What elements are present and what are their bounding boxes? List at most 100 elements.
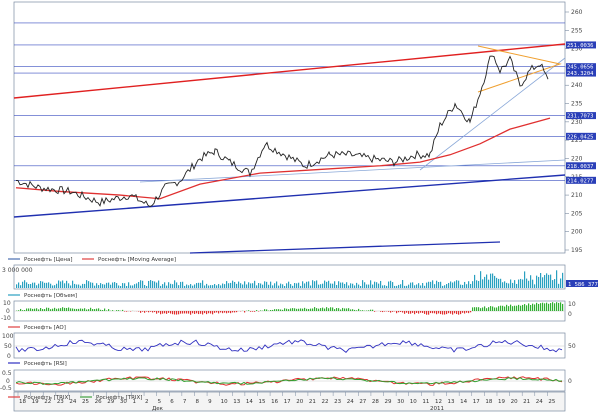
volume-bar (542, 277, 544, 288)
ao-bar (354, 309, 356, 311)
volume-bar (452, 282, 454, 288)
volume-bar (176, 282, 178, 288)
volume-bar (532, 279, 534, 288)
ao-bar (446, 311, 448, 315)
volume-bar (516, 283, 518, 288)
volume-bar (418, 283, 420, 288)
trix-axis-top: 0.5 (2, 370, 12, 377)
ao-bar (450, 311, 452, 314)
volume-bar (86, 280, 88, 288)
trix-line-green[interactable] (15, 377, 563, 385)
volume-bar (262, 284, 264, 288)
ao-bar (328, 308, 330, 311)
volume-bar (562, 272, 564, 288)
price-series[interactable] (15, 55, 549, 208)
ao-bar (402, 311, 404, 313)
ao-histogram (16, 302, 564, 315)
date-label: 14 (246, 399, 253, 405)
ao-bar (48, 307, 50, 311)
volume-bar (294, 283, 296, 288)
level-tag-box (566, 162, 596, 170)
ao-bar (254, 311, 256, 312)
moving-average-line[interactable] (15, 117, 551, 200)
volume-bar (284, 285, 286, 288)
volume-bar (422, 283, 424, 288)
volume-bar (382, 285, 384, 288)
ao-bar (374, 311, 376, 312)
volume-bar (340, 282, 342, 288)
volume-bar (22, 281, 24, 288)
ao-bar (414, 311, 416, 315)
volume-bar (412, 282, 414, 288)
volume-bar (94, 285, 96, 288)
ao-bar (86, 309, 88, 311)
volume-tag (566, 280, 598, 287)
ao-bar (52, 308, 54, 311)
ao-bar (494, 307, 496, 311)
ao-bar (60, 308, 62, 311)
volume-bar (154, 281, 156, 288)
rsi-line[interactable] (15, 339, 563, 353)
volume-bar (236, 283, 238, 288)
volume-bar (448, 282, 450, 288)
date-label: 22 (322, 399, 329, 405)
ao-bar (448, 311, 450, 314)
ao-bar (190, 311, 192, 315)
ao-axis-right-bottom: 0 (568, 311, 572, 318)
ao-bar (418, 311, 420, 314)
triangle-pattern[interactable] (477, 45, 562, 93)
volume-bar (520, 278, 522, 288)
ao-bar (28, 308, 30, 311)
trix-axis-bottom: -0.5 (0, 385, 12, 392)
ao-axis-right-top: 10 (568, 301, 576, 308)
level-tag-box (566, 132, 596, 140)
ao-bar (506, 304, 508, 311)
volume-bar (74, 283, 76, 288)
volume-bar (492, 273, 494, 288)
date-axis (13, 391, 566, 412)
lower-trendline[interactable] (13, 174, 566, 218)
ao-bar (168, 311, 170, 313)
upper-trendline[interactable] (13, 43, 566, 99)
date-label: 15 (258, 399, 265, 405)
ao-bar (400, 311, 402, 312)
ao-bar (288, 309, 290, 311)
volume-bar (444, 285, 446, 288)
ao-bar (244, 311, 246, 313)
ao-bar (184, 311, 186, 314)
volume-bar (254, 280, 256, 288)
ao-bar (36, 308, 38, 311)
ao-bar (330, 307, 332, 311)
price-panel[interactable] (13, 1, 566, 254)
volume-bar (144, 284, 146, 288)
bottom-trendline[interactable] (189, 241, 501, 254)
ao-bar (320, 308, 322, 311)
volume-bar (214, 284, 216, 288)
volume-bar (112, 282, 114, 288)
legend-trix-red-label: Роснефть [TRIX] (24, 395, 70, 401)
volume-bar (68, 283, 70, 288)
ao-bar (464, 311, 466, 314)
ao-bar (322, 307, 324, 311)
ao-bar (478, 307, 480, 311)
volume-bar (38, 283, 40, 288)
ao-bar (72, 308, 74, 311)
volume-bar (366, 284, 368, 288)
volume-bar (264, 281, 266, 288)
volume-bar (122, 283, 124, 288)
ao-bar (170, 311, 172, 314)
price-tick-label: 210 (571, 192, 583, 199)
ao-bar (18, 310, 20, 311)
ao-bar (46, 307, 48, 311)
volume-bar (114, 282, 116, 288)
ao-bar (256, 310, 258, 311)
volume-bar (478, 280, 480, 288)
ao-bar (388, 311, 390, 312)
volume-bar (416, 284, 418, 288)
volume-bar (84, 283, 86, 288)
support-trendline[interactable] (139, 159, 566, 183)
fan-line[interactable] (419, 57, 566, 171)
volume-bar (64, 283, 66, 288)
volume-bar (244, 281, 246, 288)
volume-bar (512, 282, 514, 288)
